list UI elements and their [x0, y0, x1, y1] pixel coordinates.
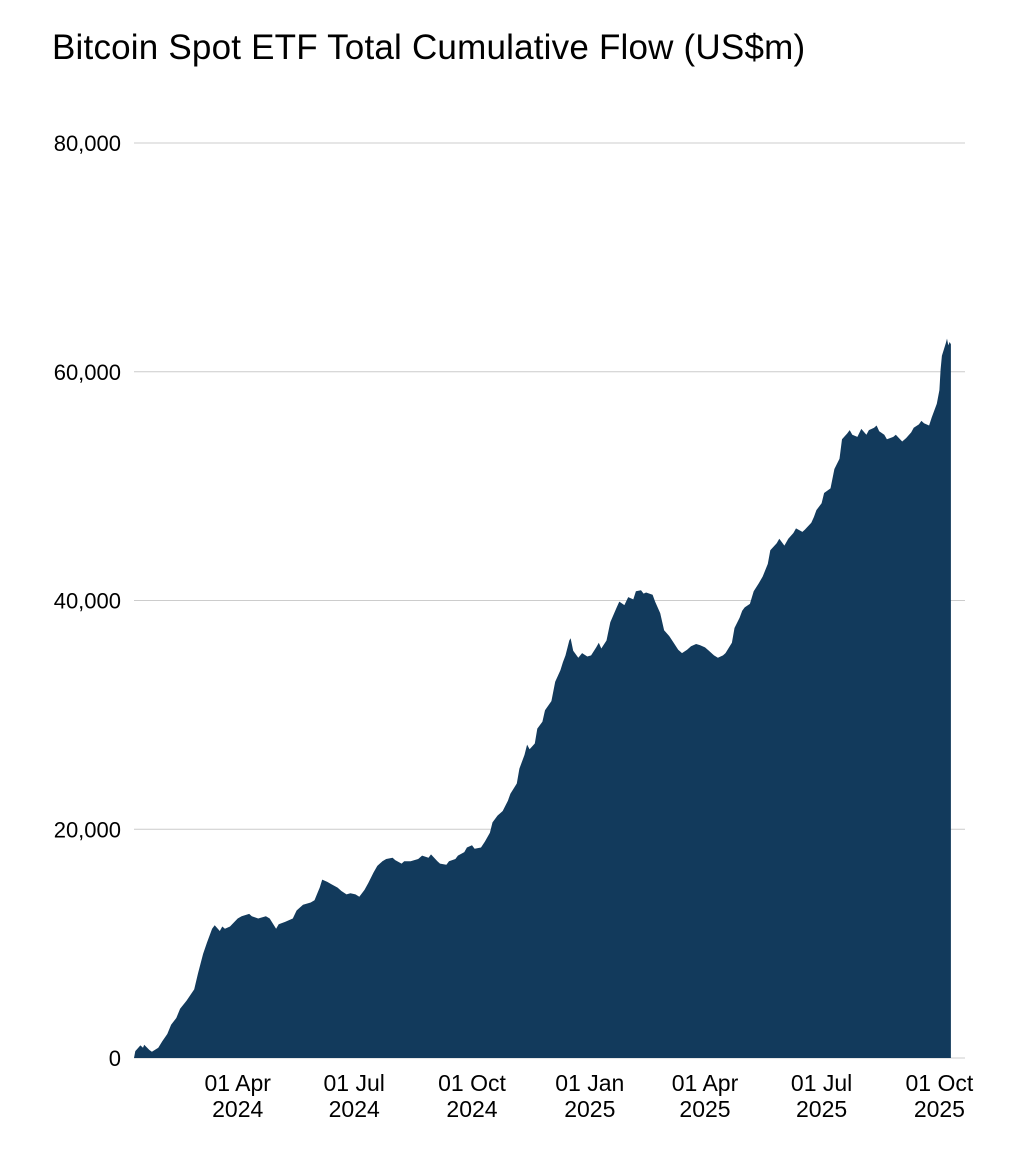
- x-axis-tick-label: 01 Oct 2025: [906, 1070, 974, 1122]
- y-axis-tick-label: 20,000: [54, 817, 121, 842]
- y-axis-tick-label: 80,000: [54, 131, 121, 156]
- cumulative-flow-area: [134, 338, 951, 1059]
- x-axis-tick-label: 01 Apr 2025: [672, 1070, 739, 1122]
- x-axis-tick-label: 01 Jul 2025: [791, 1070, 852, 1122]
- y-axis-tick-label: 40,000: [54, 589, 121, 614]
- y-axis-tick-label: 0: [109, 1046, 121, 1071]
- y-axis-tick-label: 60,000: [54, 360, 121, 385]
- cumulative-flow-area-chart: 0 20,000 40,000 60,000 80,000 01 Apr 2024 01 Ju…: [54, 131, 974, 1122]
- x-axis-tick-label: 01 Oct 2024: [438, 1070, 506, 1122]
- x-axis-tick-label: 01 Apr 2024: [204, 1070, 271, 1122]
- x-axis-tick-label: 01 Jan 2025: [555, 1070, 624, 1122]
- x-axis-tick-label: 01 Jul 2024: [324, 1070, 385, 1122]
- chart-title: Bitcoin Spot ETF Total Cumulative Flow (…: [52, 28, 806, 67]
